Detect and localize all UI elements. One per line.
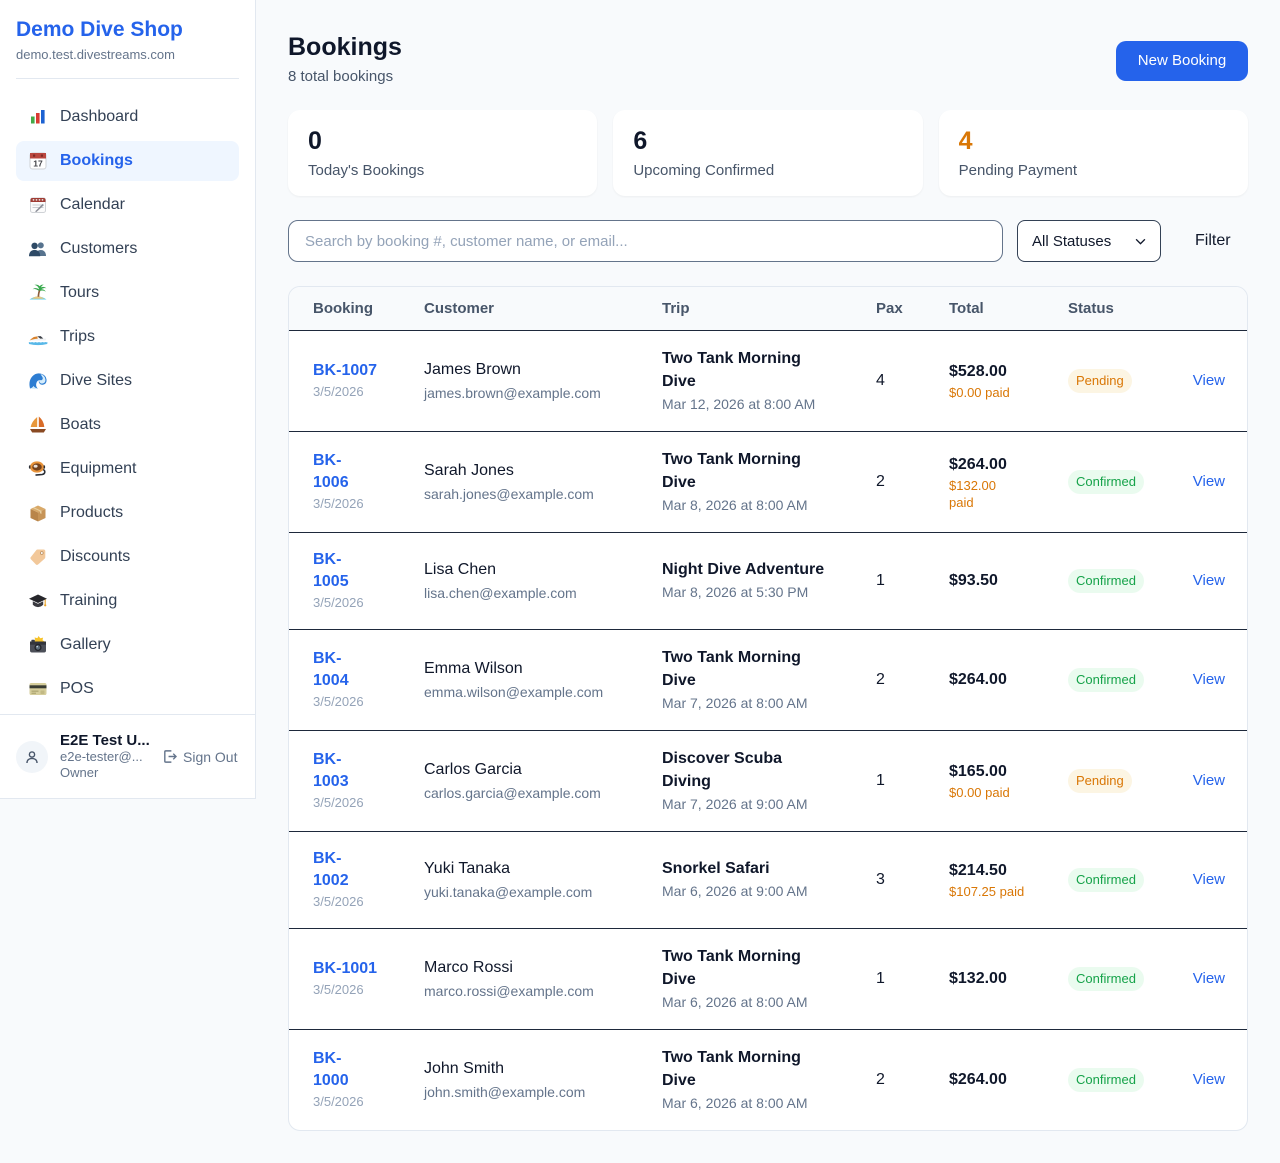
svg-text:17: 17	[33, 159, 43, 169]
